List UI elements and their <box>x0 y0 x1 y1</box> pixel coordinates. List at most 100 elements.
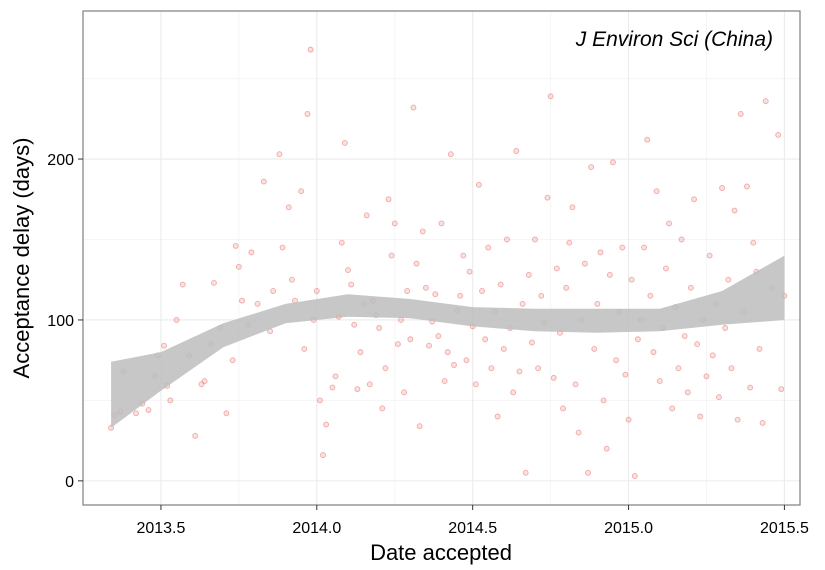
data-point <box>594 300 601 307</box>
data-point <box>426 342 432 349</box>
data-point <box>588 164 595 171</box>
data-point <box>504 236 510 243</box>
data-point <box>631 473 638 479</box>
data-point <box>341 139 348 146</box>
data-point <box>398 317 404 323</box>
data-point <box>560 405 567 412</box>
data-point <box>634 336 641 343</box>
data-point <box>619 244 626 251</box>
data-point <box>653 188 660 195</box>
data-point <box>404 288 411 294</box>
data-point <box>513 148 520 154</box>
data-point <box>316 397 323 404</box>
data-point <box>413 260 420 267</box>
data-point <box>161 342 168 349</box>
data-point <box>260 178 267 185</box>
data-point <box>401 389 408 396</box>
data-point <box>500 345 507 352</box>
data-point <box>666 220 673 227</box>
x-axis: 2013.5 2014.0 2014.5 2015.0 2015.5 <box>136 505 809 537</box>
data-point <box>435 333 442 339</box>
data-point <box>276 151 283 158</box>
x-axis-title: Date accepted <box>370 540 512 565</box>
data-point <box>463 357 470 364</box>
data-point <box>460 252 467 259</box>
data-point <box>438 220 445 227</box>
data-point <box>544 194 551 201</box>
data-point <box>775 131 782 138</box>
data-point <box>419 228 426 235</box>
y-axis: 0 100 200 <box>47 152 83 491</box>
data-point <box>678 236 685 243</box>
data-point <box>494 413 501 420</box>
journal-annotation: J Environ Sci (China) <box>575 28 773 51</box>
data-point <box>669 405 676 412</box>
data-point <box>432 291 439 298</box>
data-point <box>591 345 598 352</box>
data-point <box>622 371 629 378</box>
y-axis-title: Acceptance delay (days) <box>9 138 34 379</box>
data-point <box>235 263 242 270</box>
data-point <box>731 207 738 214</box>
data-point <box>597 249 604 256</box>
data-point <box>298 188 305 195</box>
data-point <box>737 111 744 117</box>
data-point <box>466 268 473 275</box>
data-point <box>610 159 616 166</box>
data-point <box>647 292 654 299</box>
data-point <box>706 252 713 259</box>
y-tick-label: 200 <box>47 152 74 169</box>
data-point <box>210 279 217 286</box>
data-point <box>279 244 286 251</box>
plot-background <box>83 11 800 505</box>
data-point <box>600 397 607 404</box>
data-point <box>422 284 429 291</box>
data-point <box>744 183 750 190</box>
data-point <box>547 93 554 100</box>
data-point <box>485 244 492 251</box>
data-point <box>516 368 523 375</box>
data-point <box>566 239 573 246</box>
data-point <box>248 249 255 256</box>
data-point <box>550 374 557 381</box>
data-point <box>625 416 632 423</box>
data-point <box>613 357 620 364</box>
data-point <box>410 104 417 111</box>
data-point <box>447 151 454 158</box>
data-point <box>475 181 482 188</box>
y-tick-label: 0 <box>65 474 74 491</box>
data-point <box>179 281 186 288</box>
data-point <box>351 321 358 328</box>
x-tick-label: 2015.0 <box>604 520 653 537</box>
data-point <box>734 416 741 423</box>
data-point <box>304 111 311 117</box>
data-point <box>173 317 180 323</box>
data-point <box>728 365 735 372</box>
data-point <box>451 362 457 368</box>
data-point <box>357 349 364 356</box>
data-point <box>694 341 701 348</box>
plot-border <box>82 10 801 506</box>
data-point <box>441 378 448 385</box>
data-point <box>301 345 308 352</box>
data-point <box>145 407 152 414</box>
data-point <box>376 325 383 331</box>
data-point <box>650 349 657 356</box>
data-point <box>192 432 199 439</box>
data-point <box>747 384 754 391</box>
data-point <box>603 445 610 452</box>
data-point <box>323 421 330 428</box>
data-point <box>270 288 277 294</box>
data-point <box>382 365 389 372</box>
data-point <box>628 276 635 283</box>
data-point <box>385 196 392 203</box>
data-point <box>606 271 613 278</box>
data-point <box>644 136 651 143</box>
data-point <box>307 46 314 53</box>
data-point <box>510 389 517 396</box>
data-point <box>756 345 763 352</box>
data-point <box>585 469 591 476</box>
data-point <box>313 288 320 294</box>
data-point <box>223 410 230 417</box>
data-point <box>133 410 139 417</box>
